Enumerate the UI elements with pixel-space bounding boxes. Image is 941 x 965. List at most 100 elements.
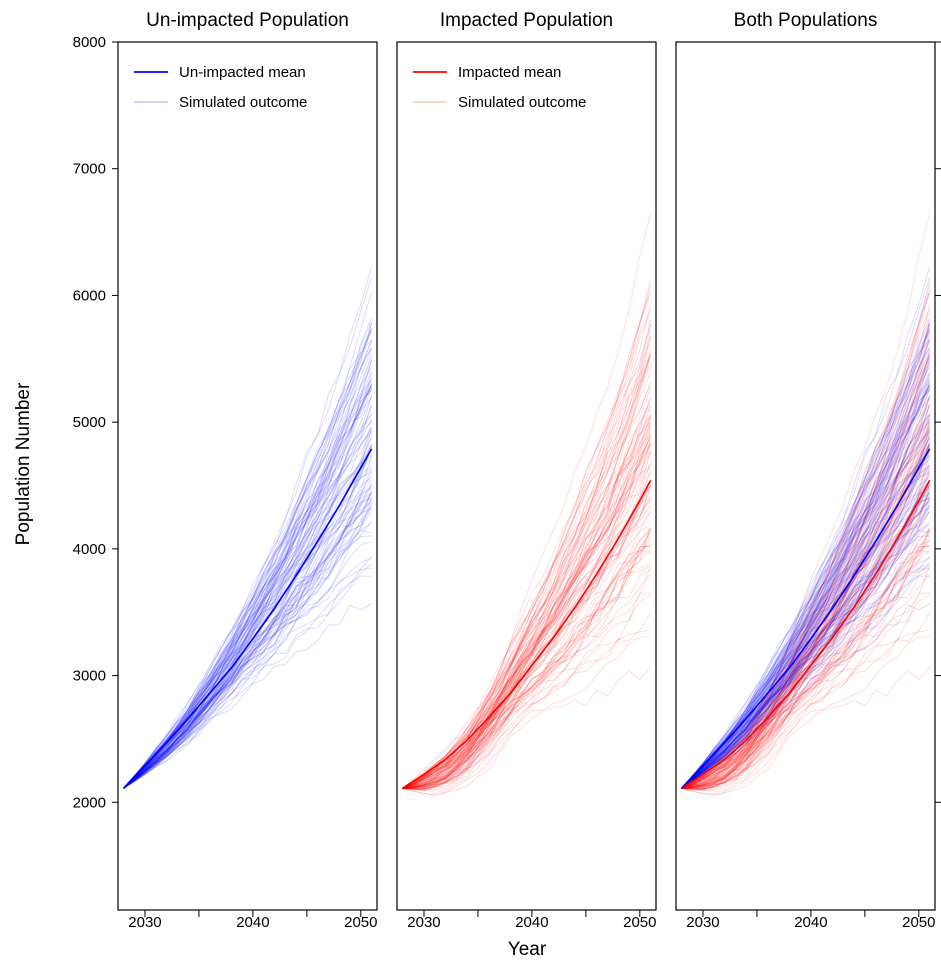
impacted-simulated-line: [681, 594, 930, 790]
unimpacted-simulated-line: [681, 395, 931, 789]
x-tick-label: 2040: [794, 914, 827, 931]
unimpacted-simulated-line: [123, 443, 373, 789]
x-tick-label: 2040: [515, 914, 548, 931]
impacted-simulated-line: [402, 504, 652, 790]
unimpacted-simulated-line: [123, 540, 372, 789]
impacted-simulated-line: [402, 527, 652, 789]
unimpacted-simulated-line: [681, 484, 930, 789]
unimpacted-simulated-line: [123, 404, 373, 789]
impacted-simulated-line: [402, 510, 652, 789]
impacted-simulated-line: [402, 365, 652, 789]
impacted-simulated-line: [681, 212, 931, 789]
unimpacted-simulated-line: [123, 404, 373, 789]
unimpacted-simulated-line: [681, 507, 931, 789]
unimpacted-simulated-line: [681, 321, 931, 789]
impacted-simulated-line: [402, 432, 652, 789]
impacted-simulated-line: [681, 416, 931, 789]
unimpacted-simulated-line: [123, 467, 373, 789]
panel-title: Both Populations: [734, 10, 878, 31]
impacted-simulated-line: [402, 396, 652, 789]
impacted-simulated-line: [681, 353, 931, 789]
unimpacted-simulated-line: [123, 349, 373, 789]
unimpacted-simulated-line: [123, 448, 373, 789]
impacted-simulated-line: [402, 416, 652, 789]
unimpacted-simulated-line: [123, 328, 373, 789]
impacted-simulated-line: [681, 539, 930, 789]
impacted-simulated-line: [681, 350, 931, 789]
unimpacted-simulated-line: [681, 450, 930, 789]
legend-label: Impacted mean: [458, 64, 561, 81]
impacted-simulated-line: [402, 528, 652, 790]
legend: Un-impacted mean Simulated outcome: [134, 64, 307, 111]
impacted-simulated-line: [402, 539, 651, 789]
unimpacted-simulated-outcomes: [681, 266, 931, 789]
unimpacted-simulated-line: [681, 420, 931, 789]
impacted-simulated-line: [681, 464, 931, 789]
unimpacted-simulated-line: [681, 381, 931, 789]
impacted-simulated-line: [402, 536, 652, 789]
unimpacted-simulated-line: [123, 499, 372, 789]
impacted-simulated-line: [402, 362, 652, 789]
impacted-simulated-line: [402, 405, 652, 789]
unimpacted-simulated-line: [123, 556, 372, 789]
impacted-simulated-line: [402, 549, 651, 789]
unimpacted-simulated-line: [123, 395, 373, 789]
unimpacted-simulated-line: [681, 404, 931, 789]
unimpacted-simulated-line: [123, 347, 373, 789]
impacted-simulated-line: [402, 487, 652, 789]
impacted-simulated-line: [681, 482, 931, 789]
impacted-simulated-line: [402, 330, 652, 789]
impacted-simulated-line: [402, 569, 651, 790]
impacted-simulated-line: [681, 324, 931, 789]
impacted-simulated-line: [402, 424, 652, 789]
impacted-simulated-line: [681, 406, 931, 789]
impacted-simulated-outcomes: [681, 212, 931, 796]
unimpacted-simulated-line: [681, 492, 931, 789]
impacted-simulated-line: [402, 444, 652, 789]
impacted-simulated-line: [402, 464, 652, 789]
impacted-simulated-line: [681, 362, 931, 789]
unimpacted-simulated-line: [681, 370, 931, 789]
impacted-simulated-line: [681, 451, 931, 789]
impacted-simulated-line: [681, 470, 931, 789]
impacted-simulated-line: [681, 330, 931, 789]
unimpacted-simulated-line: [681, 482, 931, 789]
impacted-simulated-line: [402, 472, 652, 789]
unimpacted-simulated-line: [123, 507, 373, 789]
impacted-simulated-line: [681, 573, 930, 789]
unimpacted-simulated-line: [681, 413, 931, 789]
impacted-simulated-line: [402, 356, 652, 789]
x-axis-label: Year: [508, 939, 547, 960]
panel-frame: [396, 41, 657, 911]
unimpacted-simulated-line: [681, 353, 931, 789]
unimpacted-simulated-line: [681, 404, 931, 789]
unimpacted-simulated-line: [681, 379, 930, 789]
impacted-simulated-line: [402, 336, 652, 789]
impacted-simulated-line: [681, 479, 931, 789]
unimpacted-simulated-line: [123, 388, 373, 789]
impacted-simulated-line: [402, 594, 651, 790]
impacted-simulated-line: [681, 381, 931, 789]
impacted-simulated-line: [402, 309, 652, 789]
impacted-simulated-line: [681, 472, 931, 789]
impacted-simulated-line: [681, 365, 931, 789]
unimpacted-simulated-line: [681, 502, 931, 789]
unimpacted-simulated-line: [681, 496, 930, 789]
impacted-simulated-line: [681, 441, 931, 790]
impacted-simulated-line: [681, 564, 930, 790]
impacted-simulated-line: [402, 545, 651, 789]
unimpacted-simulated-line: [681, 602, 930, 789]
unimpacted-simulated-line: [123, 384, 373, 789]
unimpacted-simulated-line: [681, 493, 930, 789]
impacted-simulated-line: [402, 451, 652, 789]
unimpacted-simulated-line: [681, 523, 930, 789]
impacted-simulated-line: [681, 280, 931, 789]
impacted-simulated-line: [681, 443, 931, 790]
unimpacted-simulated-line: [123, 459, 372, 789]
impacted-simulated-line: [681, 562, 930, 789]
unimpacted-simulated-line: [681, 505, 931, 789]
unimpacted-simulated-line: [681, 493, 930, 789]
impacted-simulated-line: [681, 421, 931, 789]
unimpacted-simulated-line: [681, 377, 931, 789]
impacted-simulated-line: [402, 441, 652, 790]
